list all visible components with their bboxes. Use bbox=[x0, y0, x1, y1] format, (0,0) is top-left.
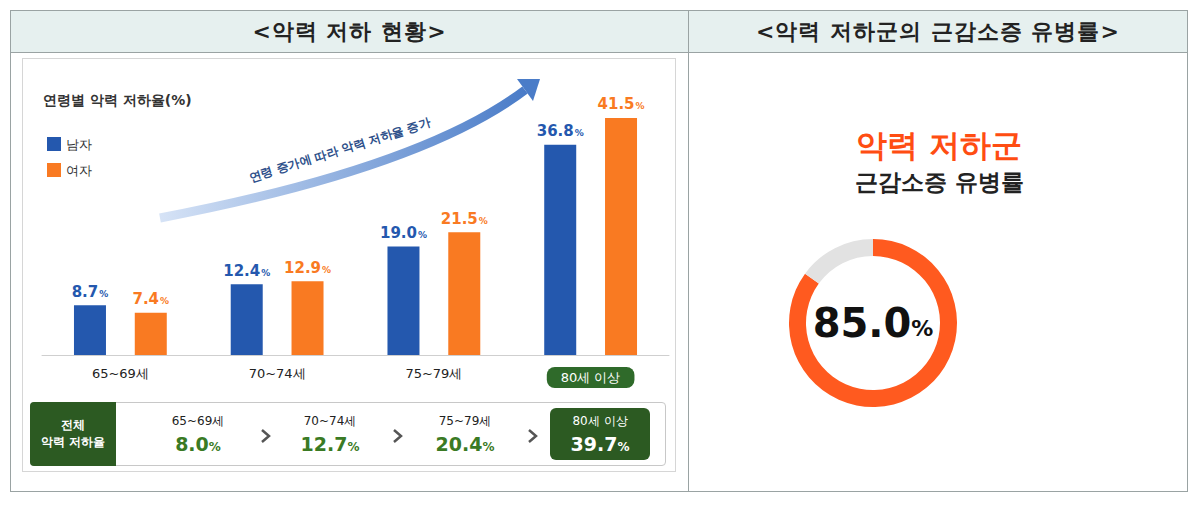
html-text:<악력 저하 현황>: <악력 저하 현황> bbox=[252, 18, 447, 44]
svg-text:연령 증가에 따라 악력 저하율 증가: 연령 증가에 따라 악력 저하율 증가 bbox=[248, 115, 433, 184]
svg-text:여자: 여자 bbox=[66, 163, 92, 178]
svg-text:%: % bbox=[160, 296, 169, 306]
html-text:70~74세: 70~74세 bbox=[303, 414, 357, 428]
html-text:75~79세: 75~79세 bbox=[438, 414, 492, 428]
svg-text:%: % bbox=[911, 316, 933, 341]
svg-text:%: % bbox=[479, 216, 488, 226]
svg-text:%: % bbox=[575, 128, 584, 138]
html-text:20.4%: 20.4% bbox=[435, 433, 495, 455]
svg-text:%: % bbox=[418, 230, 427, 240]
svg-text:%: % bbox=[99, 289, 108, 299]
html-text:8.0%: 8.0% bbox=[175, 433, 221, 455]
html-text:전체: 전체 bbox=[61, 418, 85, 432]
svg-text:%: % bbox=[261, 268, 270, 278]
html-text:12.7%: 12.7% bbox=[300, 433, 360, 455]
html-text:65~69세: 65~69세 bbox=[171, 414, 225, 428]
html-text:<악력 저하군의 근감소증 유병률>: <악력 저하군의 근감소증 유병률> bbox=[756, 18, 1120, 44]
html-text:악력 저하율: 악력 저하율 bbox=[40, 435, 106, 449]
svg-text:%: % bbox=[636, 101, 645, 111]
svg-text:19.0: 19.0 bbox=[380, 224, 417, 242]
html-text:39.7%: 39.7% bbox=[570, 433, 630, 455]
svg-text:7.4: 7.4 bbox=[132, 290, 159, 308]
html-text:80세 이상: 80세 이상 bbox=[572, 414, 628, 428]
svg-text:36.8: 36.8 bbox=[537, 122, 574, 140]
svg-text:75~79세: 75~79세 bbox=[405, 366, 462, 381]
svg-text:65~69세: 65~69세 bbox=[92, 366, 149, 381]
svg-text:12.9: 12.9 bbox=[284, 259, 321, 277]
svg-text:%: % bbox=[322, 265, 331, 275]
svg-text:연령별 악력 저하율(%): 연령별 악력 저하율(%) bbox=[43, 92, 192, 108]
svg-text:21.5: 21.5 bbox=[441, 210, 478, 228]
svg-text:8.7: 8.7 bbox=[72, 283, 99, 301]
svg-text:85.0: 85.0 bbox=[813, 300, 912, 346]
svg-text:80세 이상: 80세 이상 bbox=[561, 370, 621, 385]
svg-text:악력 저하군: 악력 저하군 bbox=[856, 127, 1022, 163]
svg-text:70~74세: 70~74세 bbox=[249, 366, 306, 381]
svg-text:근감소증 유병률: 근감소증 유병률 bbox=[854, 169, 1023, 195]
svg-text:41.5: 41.5 bbox=[598, 95, 635, 113]
svg-text:12.4: 12.4 bbox=[223, 262, 260, 280]
svg-text:남자: 남자 bbox=[66, 137, 92, 152]
